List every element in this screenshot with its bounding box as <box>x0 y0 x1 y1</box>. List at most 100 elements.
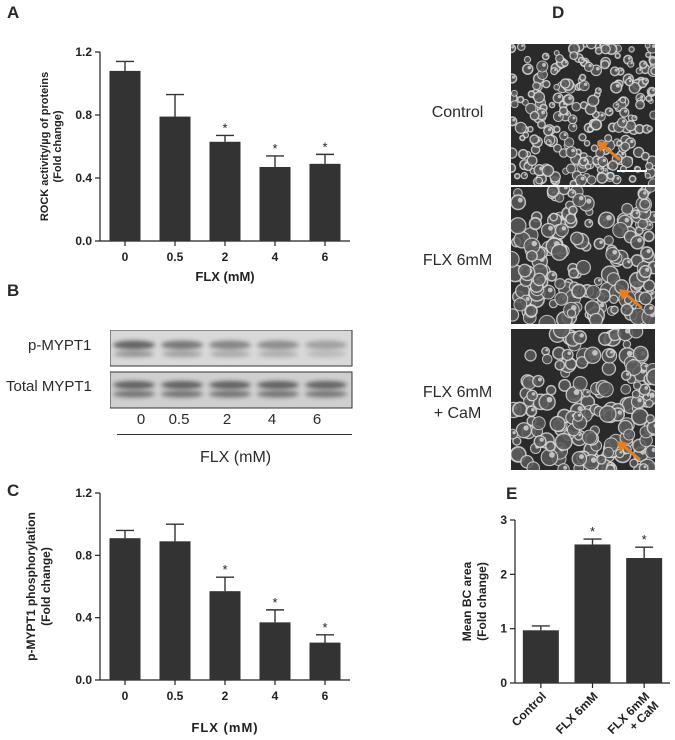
cell <box>550 67 559 76</box>
y-tick-label: 0.0 <box>75 673 92 687</box>
cell <box>529 134 540 145</box>
cell <box>572 376 588 391</box>
cell <box>511 308 520 322</box>
cell-highlight <box>644 364 648 368</box>
cell-highlight <box>547 128 552 132</box>
cell-highlight <box>541 110 546 115</box>
cell <box>567 114 578 125</box>
cell <box>643 230 655 243</box>
cell <box>536 60 549 73</box>
cell <box>543 125 554 137</box>
x-tick-label: 0.5 <box>167 250 184 264</box>
cell <box>558 106 569 116</box>
cell-highlight <box>634 116 637 119</box>
cell-highlight <box>624 217 630 223</box>
cell-highlight <box>571 148 576 153</box>
cell <box>584 163 592 170</box>
cell <box>565 163 576 174</box>
panel-letter-a: A <box>7 3 20 22</box>
chart-c-p-mypt1: 0.0 0.4 0.8 1.2 0 0.5 * 2 * 4 * 6 p-MYPT1 phosphoryl… <box>24 486 350 735</box>
cell-highlight <box>563 133 567 137</box>
cell <box>587 94 600 107</box>
cell <box>605 464 616 470</box>
cell <box>521 63 534 75</box>
cell-highlight <box>583 82 588 87</box>
cell <box>532 91 546 104</box>
cell-highlight <box>551 273 555 277</box>
cell <box>644 399 654 408</box>
cell <box>554 291 569 306</box>
cell <box>637 218 648 230</box>
cell-highlight <box>637 237 642 243</box>
cell-highlight <box>548 140 551 143</box>
cell <box>516 95 525 104</box>
cell <box>622 339 632 349</box>
cell <box>565 213 577 225</box>
cell <box>533 434 547 449</box>
cell-highlight <box>547 287 553 293</box>
cell <box>578 156 589 167</box>
cell <box>620 155 634 169</box>
bar <box>626 558 663 683</box>
cell <box>614 52 621 59</box>
cell <box>635 99 645 110</box>
cell-highlight <box>586 198 592 204</box>
cell <box>644 44 651 49</box>
cell <box>554 278 566 290</box>
cell <box>523 55 532 64</box>
cell-highlight <box>578 433 582 437</box>
cell <box>621 257 633 269</box>
x-tick-label: FLX 6mM+ CaM <box>605 689 662 737</box>
bar <box>574 544 611 683</box>
cell <box>616 117 628 128</box>
cell <box>555 223 569 238</box>
cell <box>526 389 538 402</box>
blot-band-p-mypt1-lower <box>306 351 346 357</box>
cell <box>635 67 643 75</box>
cell <box>620 303 634 317</box>
blot-band-p-mypt1-lower <box>210 351 250 357</box>
significance-star: * <box>272 595 277 610</box>
cell-highlight <box>648 223 652 226</box>
cell <box>541 52 550 61</box>
cell <box>568 267 580 279</box>
cell-highlight <box>588 220 592 224</box>
blot-band-total-mypt1 <box>209 381 251 389</box>
cell-highlight <box>626 350 633 357</box>
cell-highlight <box>580 176 585 181</box>
cell <box>598 211 616 229</box>
panel-letter-b: B <box>7 281 20 300</box>
cell-highlight <box>604 169 607 172</box>
y-tick-label: 2 <box>500 567 507 581</box>
blot-band-p-mypt1-lower <box>114 351 154 357</box>
blot-band-total-mypt1-lower <box>161 390 203 398</box>
blot-row-label-total-mypt1: Total MYPT1 <box>6 378 92 395</box>
x-tick-label: 6 <box>322 250 329 264</box>
cell-highlight <box>627 260 631 264</box>
cell <box>645 51 652 58</box>
cell-highlight <box>624 109 628 113</box>
blot-band-p-mypt1 <box>305 340 347 350</box>
bar <box>159 116 191 241</box>
cell <box>511 250 520 268</box>
cell-highlight <box>539 437 544 442</box>
cell-highlight <box>620 69 623 72</box>
bar <box>209 141 241 241</box>
bar <box>209 591 241 680</box>
cell-highlight <box>614 68 618 72</box>
cell <box>554 432 573 451</box>
cell <box>628 46 635 53</box>
cell-highlight <box>651 44 655 49</box>
cell-highlight <box>525 297 530 301</box>
y-tick-label: 1 <box>500 622 507 636</box>
cell-highlight <box>650 291 654 295</box>
cell <box>513 297 528 312</box>
blot-strip-total-mypt1 <box>110 371 353 409</box>
y-axis-label-line: ROCK activity/µg of proteins <box>39 72 51 221</box>
micrograph-flx-6mm-cam <box>511 329 655 470</box>
cell <box>620 383 632 395</box>
cell-highlight <box>592 350 598 356</box>
cell-highlight <box>630 139 634 144</box>
blot-band-p-mypt1 <box>209 340 251 350</box>
cell <box>541 164 555 177</box>
